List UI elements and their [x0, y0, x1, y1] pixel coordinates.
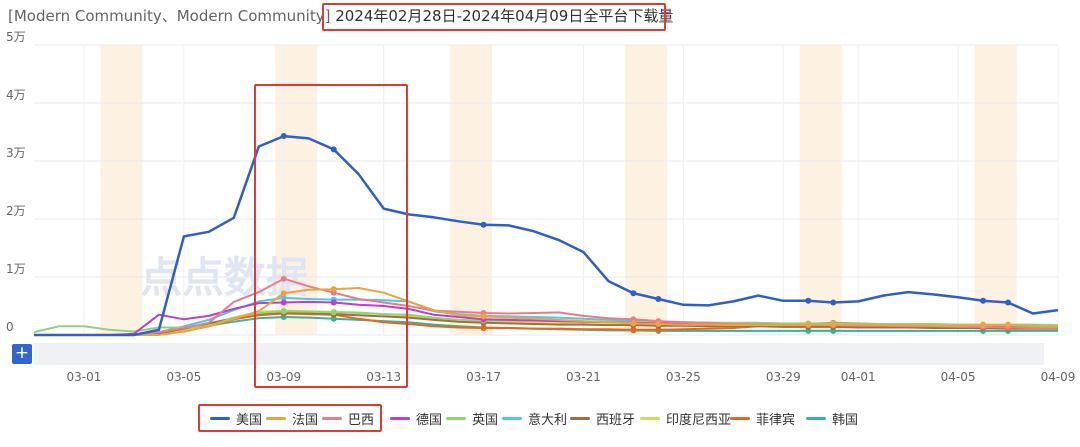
legend-swatch-8	[730, 416, 750, 420]
legend-item-8[interactable]: 菲律宾	[730, 404, 795, 432]
app-name: [Modern Community、Modern Community]	[8, 7, 331, 25]
legend-swatch-9	[806, 416, 826, 420]
x-tick-label-1: 03-05	[166, 370, 201, 384]
series-0-point-31[interactable]	[805, 297, 812, 304]
series-0-point-38[interactable]	[980, 297, 987, 304]
x-tick-label-2: 03-09	[266, 370, 301, 384]
series-0-point-18[interactable]	[480, 221, 487, 228]
series-1-point-38[interactable]	[980, 322, 987, 329]
grid-lines	[34, 44, 1059, 336]
legend-item-4[interactable]: 英国	[446, 404, 498, 432]
y-tick-label-4: 4万	[6, 88, 26, 102]
series-0-point-24[interactable]	[630, 290, 637, 297]
series-8-point-18[interactable]	[480, 325, 487, 332]
weekend-bands	[100, 45, 1017, 335]
series-0-point-25[interactable]	[655, 296, 662, 303]
series-3-point-12[interactable]	[330, 299, 337, 306]
series-0-point-32[interactable]	[830, 299, 837, 306]
series-3-point-10[interactable]	[280, 299, 287, 306]
weekend-band-4	[799, 45, 842, 335]
legend-swatch-1	[266, 416, 286, 420]
series-1-point-10[interactable]	[280, 290, 287, 297]
x-tick-label-5: 03-21	[566, 370, 601, 384]
x-tick-label-10: 04-09	[1041, 370, 1076, 384]
legend-highlight-box	[198, 404, 382, 432]
series-8-point-24[interactable]	[630, 326, 637, 333]
legend-item-5[interactable]: 意大利	[502, 404, 567, 432]
date-range-title: 2024年02月28日-2024年04月09日全平台下载量	[335, 7, 674, 25]
series-1-point-12[interactable]	[330, 286, 337, 293]
legend-item-3[interactable]: 德国	[390, 404, 442, 432]
legend-item-6[interactable]: 西班牙	[570, 404, 635, 432]
series-1-point-18[interactable]	[480, 313, 487, 320]
legend-item-9[interactable]: 韩国	[806, 404, 858, 432]
series-5-point-10[interactable]	[280, 294, 287, 301]
legend-swatch-7	[640, 416, 660, 420]
y-tick-label-3: 3万	[6, 146, 26, 160]
series-0-point-12[interactable]	[330, 146, 337, 153]
legend-swatch-0	[210, 416, 230, 420]
series-line-0[interactable]	[34, 134, 1059, 337]
zoom-slider-track[interactable]	[34, 343, 1044, 365]
weekend-band-5	[974, 45, 1017, 335]
legend-swatch-2	[322, 416, 342, 420]
series-2-point-10[interactable]	[280, 275, 287, 282]
series-1-point-24[interactable]	[630, 320, 637, 327]
legend: 美国 法国 巴西 德国 英国 意大利 西班牙 印度尼西亚 菲律宾 韩国	[0, 404, 1080, 432]
legend-item-1[interactable]: 法国	[266, 404, 318, 432]
axis-labels: 0 1万 2万 3万 4万 5万 03-01 03-05 03-09 03-13 03-17 03-2…	[6, 30, 1075, 384]
legend-label-4: 英国	[472, 412, 499, 428]
weekend-band-0	[100, 45, 143, 335]
legend-label-9: 韩国	[832, 412, 859, 428]
y-tick-label-5: 5万	[6, 30, 26, 44]
legend-label-0: 美国	[236, 412, 263, 428]
series-1-point-25[interactable]	[655, 320, 662, 327]
series-0-point-10[interactable]	[280, 133, 287, 140]
peak-highlight-box	[254, 84, 408, 388]
legend-item-7[interactable]: 印度尼西亚	[640, 404, 731, 432]
series-4-point-10[interactable]	[280, 308, 287, 315]
x-tick-label-6: 03-25	[666, 370, 701, 384]
legend-label-5: 意大利	[528, 412, 568, 428]
legend-swatch-4	[446, 416, 466, 420]
series-line-1[interactable]	[34, 287, 1059, 336]
legend-label-8: 菲律宾	[756, 412, 796, 428]
series-1-point-32[interactable]	[830, 321, 837, 328]
x-tick-label-7: 03-29	[766, 370, 801, 384]
title-highlight-box	[322, 3, 666, 31]
legend-item-2[interactable]: 巴西	[322, 404, 374, 432]
x-tick-label-9: 04-05	[941, 370, 976, 384]
weekend-band-3	[624, 45, 667, 335]
series-layer	[33, 133, 1059, 337]
x-tick-label-8: 04-01	[841, 370, 876, 384]
series-0-point-39[interactable]	[1005, 299, 1012, 306]
legend-label-7: 印度尼西亚	[666, 412, 732, 428]
legend-label-3: 德国	[416, 412, 443, 428]
series-1-point-31[interactable]	[805, 321, 812, 328]
legend-swatch-6	[570, 416, 590, 420]
legend-swatch-3	[390, 416, 410, 420]
x-tick-label-0: 03-01	[67, 370, 102, 384]
y-tick-label-0: 0	[6, 320, 14, 334]
series-1-point-39[interactable]	[1005, 322, 1012, 329]
legend-label-6: 西班牙	[596, 412, 636, 428]
legend-label-2: 巴西	[348, 412, 375, 428]
y-tick-label-1: 1万	[6, 262, 26, 276]
chart-title-row: [Modern Community、Modern Community] 2024…	[8, 5, 673, 26]
x-tick-label-3: 03-13	[366, 370, 401, 384]
legend-swatch-5	[502, 416, 522, 420]
zoom-expand-button[interactable]: +	[12, 344, 32, 364]
series-4-point-12[interactable]	[330, 309, 337, 316]
legend-item-0[interactable]: 美国	[210, 404, 262, 432]
legend-label-1: 法国	[292, 412, 319, 428]
weekend-band-2	[450, 45, 493, 335]
x-tick-label-4: 03-17	[466, 370, 501, 384]
y-tick-label-2: 2万	[6, 204, 26, 218]
